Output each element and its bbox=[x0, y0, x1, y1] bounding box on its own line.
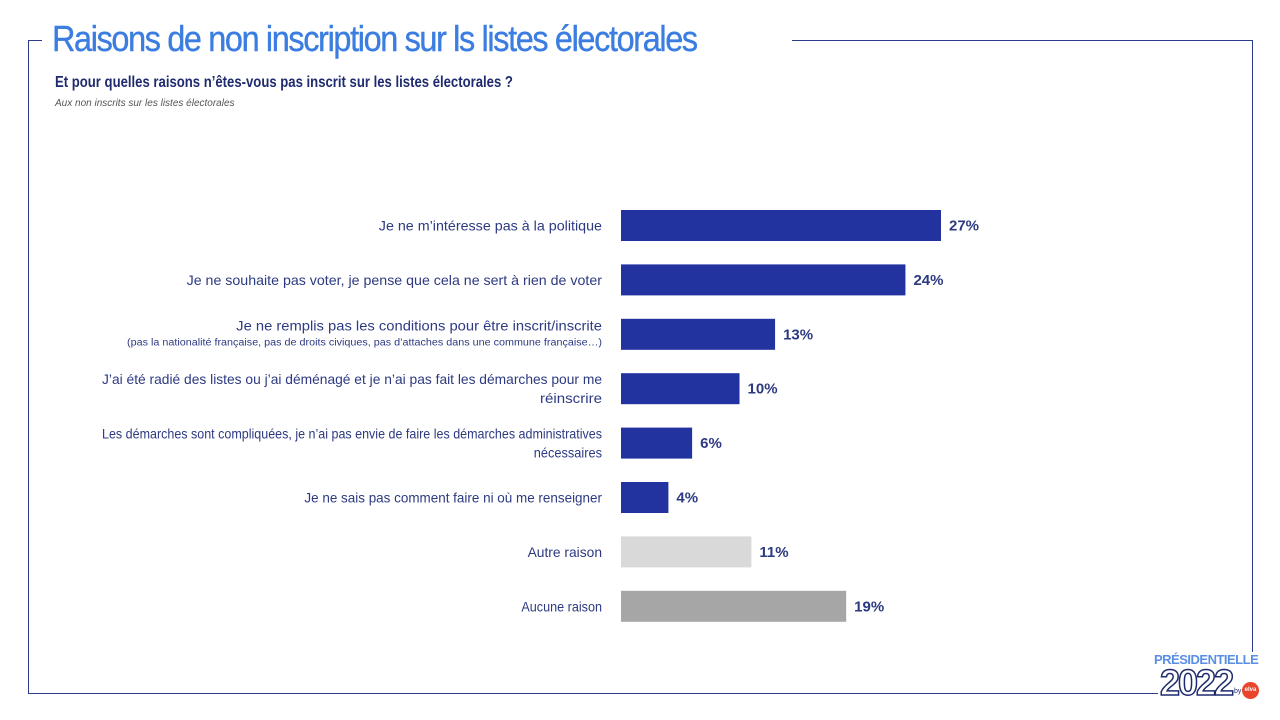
value-label-2: 24% bbox=[913, 272, 943, 289]
frame-bottom bbox=[28, 693, 1158, 694]
category-note-3: (pas la nationalité française, pas de dr… bbox=[127, 337, 602, 348]
bar-7 bbox=[621, 536, 752, 568]
bar-5 bbox=[621, 427, 693, 459]
category-label-8: Aucune raison bbox=[521, 598, 602, 614]
base-note: Aux non inscrits sur les listes électora… bbox=[55, 98, 235, 109]
bar-8 bbox=[621, 590, 847, 622]
frame-left bbox=[28, 40, 29, 694]
frame-right bbox=[1252, 40, 1253, 652]
logo-by: by bbox=[1234, 688, 1242, 695]
value-label-1: 27% bbox=[949, 218, 979, 235]
bar-3 bbox=[621, 318, 776, 350]
category-label-1: Je ne m’intéresse pas à la politique bbox=[379, 218, 602, 234]
chart-question: Et pour quelles raisons n’êtes-vous pas … bbox=[55, 74, 513, 91]
category-label-5: Les démarches sont compliquées, je n’ai … bbox=[102, 426, 602, 442]
frame-top-left bbox=[28, 40, 42, 41]
bar-1 bbox=[621, 210, 941, 241]
frame-top-right bbox=[792, 40, 1253, 41]
value-label-4: 10% bbox=[748, 381, 778, 398]
value-label-8: 19% bbox=[854, 598, 884, 615]
category-label-4: réinscrire bbox=[540, 390, 602, 406]
logo-top-text: PRÉSIDENTIELLE bbox=[1154, 652, 1259, 667]
category-label-4: J’ai été radié des listes ou j’ai déména… bbox=[102, 371, 602, 387]
logo-year: 2022 bbox=[1159, 661, 1235, 704]
presidentielle-2022-logo: PRÉSIDENTIELLE 2022 by elva bbox=[1148, 648, 1266, 706]
page-title: Raisons de non inscription sur ls listes… bbox=[52, 18, 698, 59]
category-label-5: nécessaires bbox=[534, 445, 602, 461]
value-label-5: 6% bbox=[700, 435, 722, 452]
bar-2 bbox=[621, 264, 906, 296]
value-label-7: 11% bbox=[759, 544, 788, 561]
category-label-3: Je ne remplis pas les conditions pour êt… bbox=[236, 317, 602, 333]
category-label-2: Je ne souhaite pas voter, je pense que c… bbox=[187, 272, 603, 288]
category-label-6: Je ne sais pas comment faire ni où me re… bbox=[304, 490, 602, 506]
bar-4 bbox=[621, 373, 740, 405]
category-label-7: Autre raison bbox=[528, 544, 602, 560]
bar-6 bbox=[621, 482, 669, 513]
elva-badge-icon: elva bbox=[1242, 682, 1259, 699]
value-label-3: 13% bbox=[783, 326, 813, 343]
value-label-6: 4% bbox=[676, 490, 698, 507]
